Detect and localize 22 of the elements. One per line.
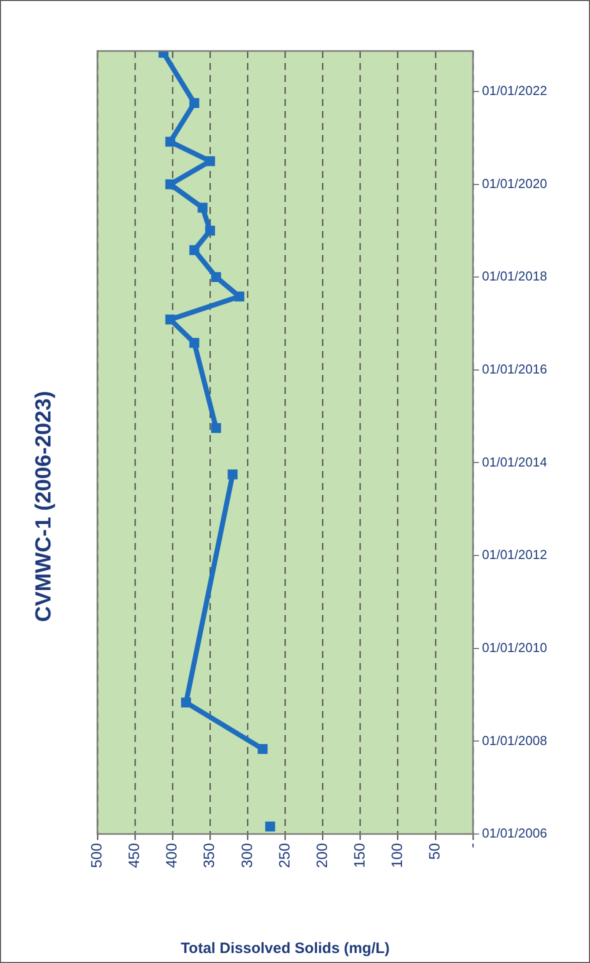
y-tick-label: 01/01/2020 [482, 176, 548, 191]
y-tick-label: 01/01/2022 [482, 82, 548, 98]
y-tick-label: 01/01/2016 [482, 362, 548, 377]
x-tick-label: 50 [426, 843, 444, 860]
y-tick-label: 01/01/2006 [482, 826, 548, 841]
y-tick-label: 01/01/2010 [482, 640, 548, 655]
x-tick-label: 450 [126, 843, 144, 868]
y-tick-label: 01/01/2014 [482, 454, 548, 470]
x-tick-label: 350 [201, 843, 218, 868]
x-axis-title: Total Dissolved Solids (mg/L) [180, 940, 390, 958]
x-tick-label: - [464, 843, 482, 848]
text: CVMWC-1 (2006-2023) [30, 390, 56, 622]
x-tick-label: 100 [389, 843, 406, 868]
y-tick-label: 01/01/2018 [482, 268, 548, 284]
x-tick-label: 200 [314, 843, 331, 868]
x-tick-label: 400 [164, 843, 181, 868]
x-tick-label: 150 [351, 843, 368, 868]
x-tick-label: 300 [238, 843, 256, 868]
x-tick-label: 500 [88, 843, 106, 868]
x-tick-label: 250 [276, 843, 294, 868]
y-tick-label: 01/01/2008 [482, 732, 548, 748]
y-tick-label: 01/01/2012 [482, 547, 548, 562]
